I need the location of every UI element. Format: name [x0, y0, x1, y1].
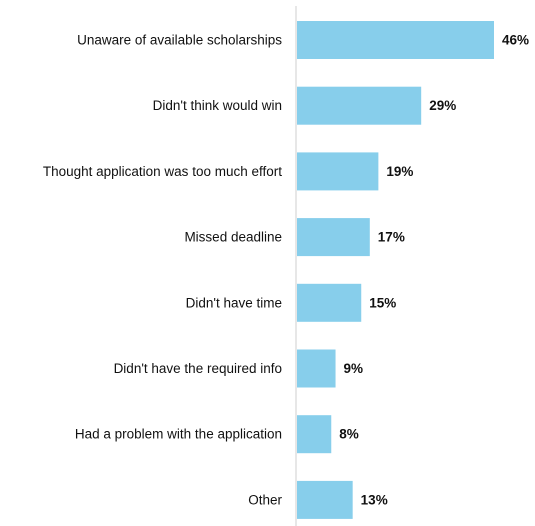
bars — [297, 21, 494, 519]
bar — [297, 86, 422, 125]
value-label: 9% — [344, 361, 364, 376]
category-label: Didn't have time — [186, 295, 282, 310]
value-label: 17% — [378, 230, 405, 245]
value-label: 8% — [339, 427, 359, 442]
category-label: Didn't think would win — [153, 98, 282, 113]
bar — [297, 480, 353, 519]
category-label: Other — [248, 492, 282, 507]
category-label: Thought application was too much effort — [43, 164, 282, 179]
bar — [297, 283, 362, 322]
bar — [297, 349, 336, 388]
value-label: 19% — [386, 164, 413, 179]
category-label: Unaware of available scholarships — [77, 33, 282, 48]
bar — [297, 21, 494, 59]
value-label: 29% — [429, 98, 456, 113]
bar — [297, 152, 379, 191]
category-label: Didn't have the required info — [114, 361, 282, 376]
value-label: 46% — [502, 33, 529, 48]
bar — [297, 218, 370, 257]
value-label: 15% — [369, 295, 396, 310]
bar — [297, 415, 332, 454]
category-label: Had a problem with the application — [75, 427, 282, 442]
category-label: Missed deadline — [184, 230, 282, 245]
value-label: 13% — [361, 492, 388, 507]
value-labels: 46% 29% 19% 17% 15% 9% 8% 13% — [339, 33, 529, 508]
category-labels: Unaware of available scholarships Didn't … — [43, 33, 283, 508]
